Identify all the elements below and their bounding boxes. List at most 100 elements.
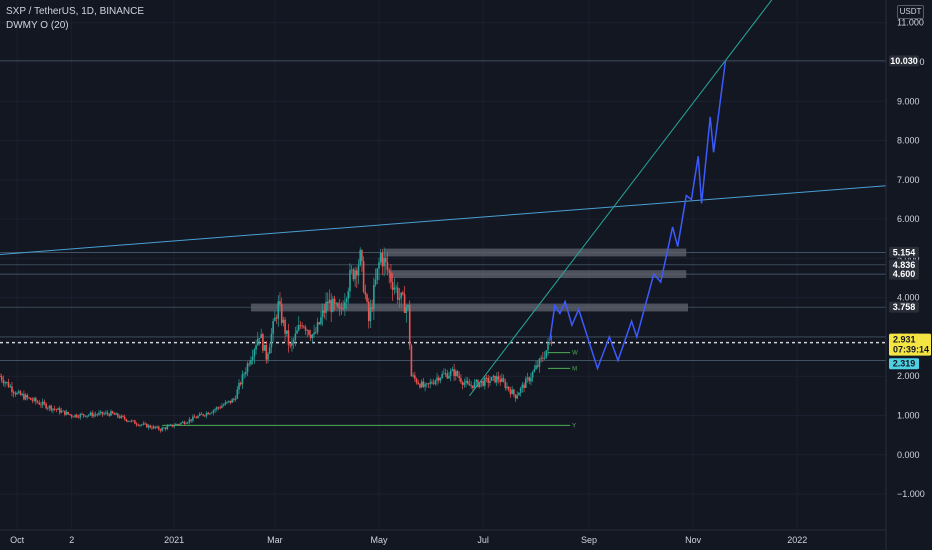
candle-body xyxy=(190,419,192,421)
candle-body xyxy=(376,268,379,280)
candle-body xyxy=(499,379,501,382)
candle-body xyxy=(461,382,464,385)
candle-body xyxy=(429,382,431,384)
candle-body xyxy=(127,421,129,422)
candle-body xyxy=(202,414,204,416)
candle-body xyxy=(280,304,283,323)
candle-body xyxy=(48,405,51,408)
candle-body xyxy=(152,426,155,429)
candle-body xyxy=(369,307,372,322)
resistance-zone[interactable] xyxy=(384,248,687,257)
candle-body xyxy=(86,415,88,417)
currency-badge[interactable]: USDT xyxy=(897,5,924,19)
candle-body xyxy=(0,376,3,381)
candle-body xyxy=(166,426,169,430)
candles[interactable] xyxy=(0,247,553,433)
candle-body xyxy=(507,386,510,390)
candle-body xyxy=(161,427,163,431)
dwmy-levels: W M Y xyxy=(162,351,578,429)
trendline[interactable] xyxy=(469,0,814,397)
candle-body xyxy=(501,378,503,382)
price-tag-label: 4.836 xyxy=(893,260,916,270)
candle-body xyxy=(543,357,546,359)
candle-body xyxy=(245,372,247,375)
candle-body xyxy=(58,408,61,413)
candle-body xyxy=(296,330,298,334)
resistance-zone[interactable] xyxy=(389,270,687,279)
candle-body xyxy=(448,375,450,379)
price-tags: 10.0305.1544.8364.6003.7582.7812.7402.31… xyxy=(889,55,931,370)
projection-line[interactable] xyxy=(548,60,727,371)
candle-body xyxy=(494,375,496,383)
candle-body xyxy=(137,424,140,426)
candle-body xyxy=(287,330,290,345)
candle-body xyxy=(81,414,83,415)
candle-body xyxy=(14,393,17,395)
candle-body xyxy=(192,416,194,421)
price-tag-box xyxy=(889,246,919,258)
candle-body xyxy=(536,365,539,367)
candle-body xyxy=(424,384,426,387)
candle-body xyxy=(76,414,78,417)
candle-body xyxy=(267,353,269,360)
candle-body xyxy=(385,257,387,263)
candle-body xyxy=(52,408,54,411)
time-axis-label: May xyxy=(370,535,388,545)
candle-body xyxy=(91,412,93,417)
candle-body xyxy=(350,269,353,271)
candle-body xyxy=(432,383,435,385)
last-price-tag xyxy=(889,333,931,356)
candle-body xyxy=(195,417,198,419)
candle-body xyxy=(77,416,80,418)
candle-body xyxy=(31,399,34,401)
price-tag-box xyxy=(889,358,919,370)
price-tag-box xyxy=(889,268,919,280)
price-tag-label: 2.319 xyxy=(893,359,916,369)
last-price-label: 2.931 xyxy=(893,335,916,345)
resistance-zones xyxy=(250,248,688,312)
candle-body xyxy=(40,404,42,406)
candle-body xyxy=(35,398,37,402)
candle-body xyxy=(185,423,187,425)
candle-body xyxy=(318,322,321,324)
candle-body xyxy=(106,412,109,414)
candle-body xyxy=(509,389,512,395)
candle-body xyxy=(110,411,112,416)
candle-body xyxy=(282,319,285,323)
candle-body xyxy=(285,330,288,334)
candle-body xyxy=(268,347,271,354)
candle-body xyxy=(173,425,175,427)
candle-body xyxy=(299,325,302,326)
candle-body xyxy=(135,423,138,425)
candle-body xyxy=(443,373,445,375)
candle-body xyxy=(472,385,474,389)
time-axis[interactable]: Oct 2 2021 Mar May Jul Sep Nov 2022 xyxy=(10,535,807,545)
candle-body xyxy=(313,332,315,335)
candle-body xyxy=(2,380,5,384)
candle-body xyxy=(19,391,22,395)
candle-body xyxy=(243,374,245,375)
candle-body xyxy=(446,373,449,379)
candle-body xyxy=(414,375,416,379)
trendlines[interactable] xyxy=(0,0,887,397)
candle-body xyxy=(495,376,498,383)
price-axis[interactable]: −1.0000.0001.0002.0003.0004.0005.0006.00… xyxy=(897,18,925,499)
price-axis-label: 2.000 xyxy=(897,371,920,381)
candle-body xyxy=(274,317,276,321)
projection-path[interactable] xyxy=(548,60,727,371)
candle-body xyxy=(144,423,146,425)
candle-body xyxy=(485,377,488,379)
resistance-zone[interactable] xyxy=(250,303,688,312)
price-axis-label: 8.000 xyxy=(897,136,920,146)
trendline[interactable] xyxy=(0,185,887,255)
candle-body xyxy=(198,413,201,416)
candle-body xyxy=(74,414,76,418)
candle-body xyxy=(60,410,63,413)
candle-body xyxy=(475,380,478,383)
candle-body xyxy=(29,397,32,400)
candle-body xyxy=(84,415,87,417)
price-axis-label: 6.000 xyxy=(897,214,920,224)
candle-body xyxy=(477,380,479,387)
candle-body xyxy=(497,376,500,380)
